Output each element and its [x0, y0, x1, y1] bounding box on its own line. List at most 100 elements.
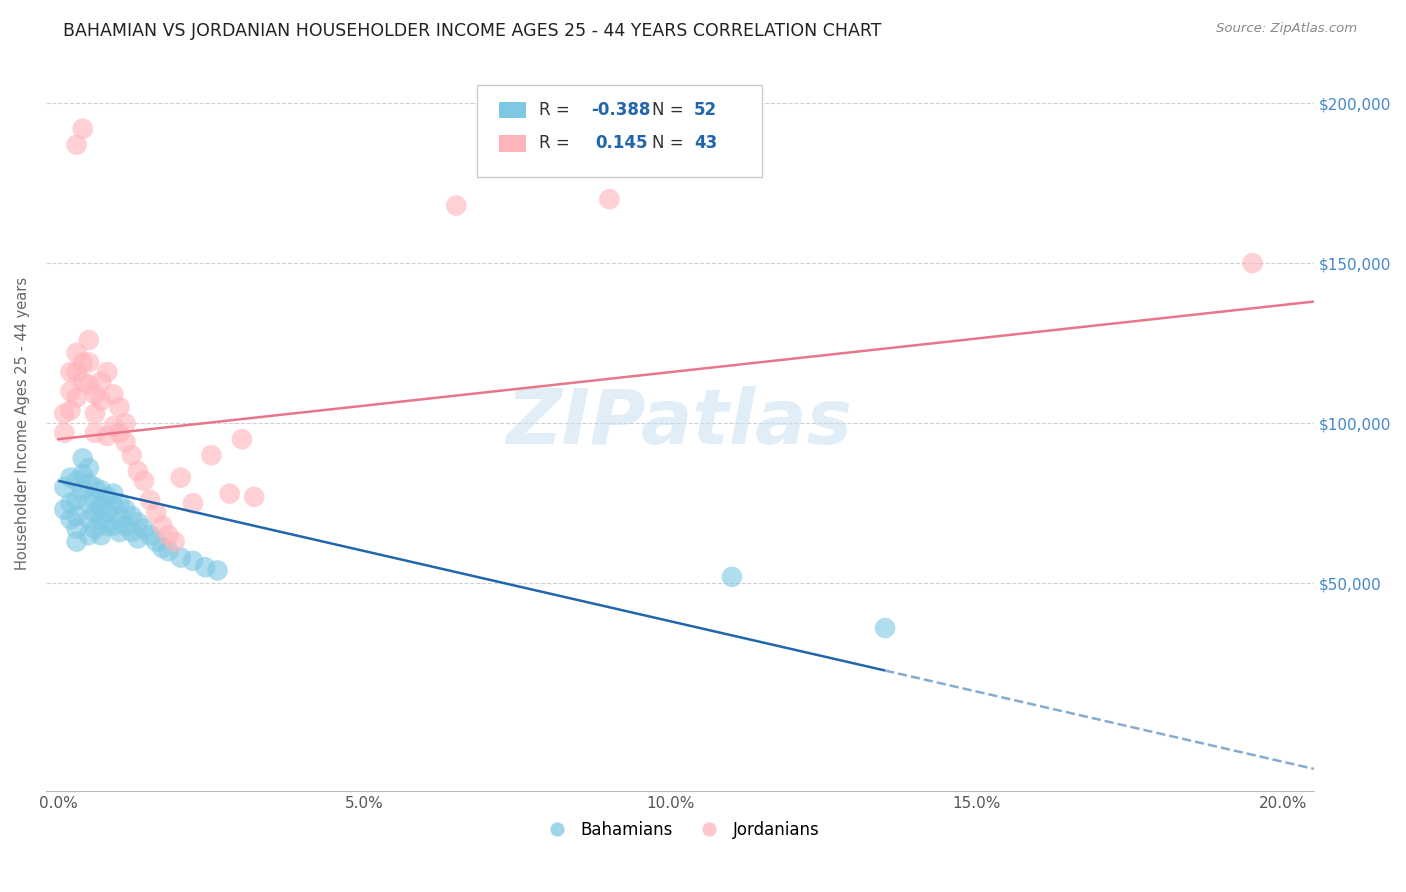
- Text: -0.388: -0.388: [591, 102, 651, 120]
- Text: N =: N =: [652, 102, 689, 120]
- Point: [77, 528, 100, 542]
- Point: [77, 496, 100, 510]
- Text: R =: R =: [538, 102, 575, 120]
- Point: [65, 509, 87, 524]
- Point: [163, 534, 186, 549]
- Point: [145, 506, 167, 520]
- Point: [77, 333, 100, 347]
- Point: [114, 502, 136, 516]
- Point: [84, 407, 107, 421]
- Point: [103, 518, 125, 533]
- Point: [77, 512, 100, 526]
- Point: [181, 496, 204, 510]
- Point: [114, 416, 136, 430]
- Point: [598, 192, 620, 206]
- Point: [873, 621, 896, 635]
- Point: [90, 393, 112, 408]
- Point: [77, 377, 100, 392]
- Point: [90, 512, 112, 526]
- Point: [65, 522, 87, 536]
- Point: [200, 448, 222, 462]
- Point: [90, 500, 112, 514]
- Legend: Bahamians, Jordanians: Bahamians, Jordanians: [534, 814, 827, 846]
- Point: [207, 563, 229, 577]
- Point: [132, 522, 155, 536]
- Point: [150, 518, 173, 533]
- Point: [72, 375, 94, 389]
- Text: R =: R =: [538, 135, 575, 153]
- Point: [114, 518, 136, 533]
- Point: [170, 550, 193, 565]
- Point: [72, 483, 94, 498]
- Point: [59, 403, 82, 417]
- Point: [127, 516, 149, 530]
- Text: 0.145: 0.145: [595, 135, 647, 153]
- Point: [65, 474, 87, 488]
- Point: [127, 532, 149, 546]
- Point: [121, 448, 143, 462]
- Point: [72, 467, 94, 482]
- Point: [157, 528, 180, 542]
- Point: [243, 490, 266, 504]
- Y-axis label: Householder Income Ages 25 - 44 years: Householder Income Ages 25 - 44 years: [15, 277, 30, 570]
- Point: [103, 387, 125, 401]
- Point: [108, 524, 131, 539]
- Point: [65, 346, 87, 360]
- Point: [65, 493, 87, 508]
- Point: [218, 486, 240, 500]
- Point: [77, 355, 100, 369]
- FancyBboxPatch shape: [499, 103, 526, 119]
- Point: [1241, 256, 1264, 270]
- Point: [231, 432, 253, 446]
- Point: [139, 493, 162, 508]
- Point: [108, 509, 131, 524]
- Point: [59, 512, 82, 526]
- Point: [96, 518, 118, 533]
- Point: [90, 483, 112, 498]
- Point: [65, 137, 87, 152]
- Point: [53, 425, 76, 440]
- Text: N =: N =: [652, 135, 689, 153]
- Point: [96, 506, 118, 520]
- Point: [127, 464, 149, 478]
- Point: [59, 496, 82, 510]
- Point: [59, 384, 82, 399]
- Point: [72, 451, 94, 466]
- Point: [108, 401, 131, 415]
- Point: [103, 486, 125, 500]
- Point: [77, 461, 100, 475]
- Point: [53, 407, 76, 421]
- Point: [96, 490, 118, 504]
- Point: [170, 470, 193, 484]
- Point: [145, 534, 167, 549]
- Point: [84, 425, 107, 440]
- Point: [90, 528, 112, 542]
- Point: [84, 506, 107, 520]
- Point: [157, 544, 180, 558]
- Point: [103, 419, 125, 434]
- Point: [59, 365, 82, 379]
- Point: [96, 429, 118, 443]
- Point: [84, 480, 107, 494]
- Point: [84, 387, 107, 401]
- Point: [108, 496, 131, 510]
- Point: [181, 554, 204, 568]
- Point: [132, 474, 155, 488]
- Point: [150, 541, 173, 555]
- Point: [103, 500, 125, 514]
- Point: [72, 121, 94, 136]
- Text: 52: 52: [693, 102, 717, 120]
- Text: Source: ZipAtlas.com: Source: ZipAtlas.com: [1216, 22, 1357, 36]
- FancyBboxPatch shape: [477, 85, 762, 177]
- Point: [84, 522, 107, 536]
- Point: [65, 365, 87, 379]
- Text: ZIPatlas: ZIPatlas: [508, 386, 853, 460]
- Text: BAHAMIAN VS JORDANIAN HOUSEHOLDER INCOME AGES 25 - 44 YEARS CORRELATION CHART: BAHAMIAN VS JORDANIAN HOUSEHOLDER INCOME…: [63, 22, 882, 40]
- Point: [108, 425, 131, 440]
- Point: [84, 493, 107, 508]
- Point: [121, 524, 143, 539]
- Point: [96, 365, 118, 379]
- Point: [65, 534, 87, 549]
- Point: [59, 470, 82, 484]
- Point: [65, 391, 87, 405]
